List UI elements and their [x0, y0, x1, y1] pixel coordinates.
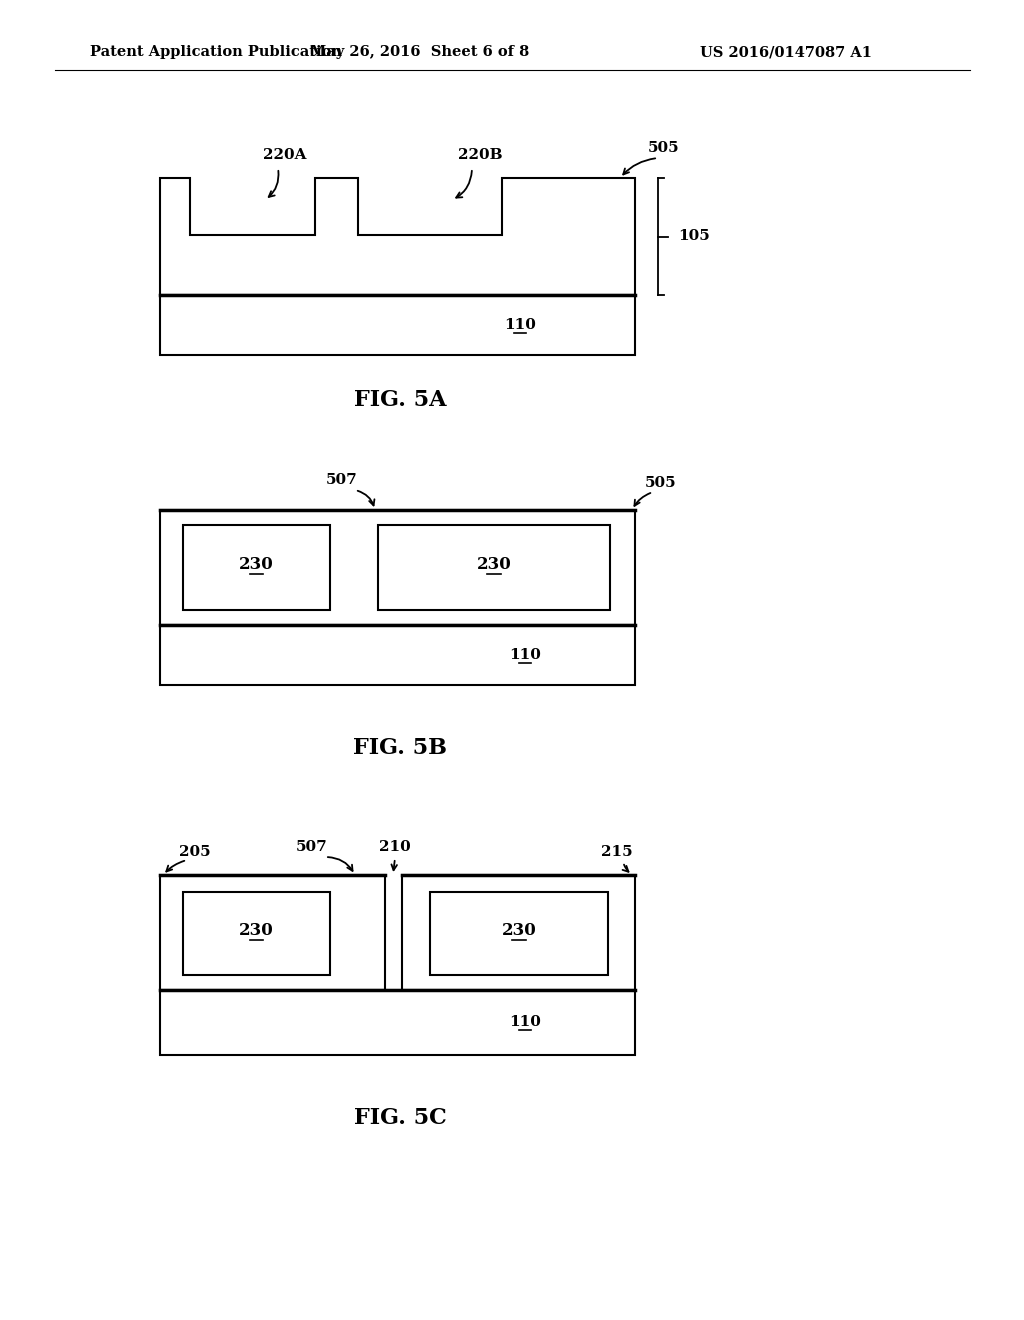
Text: 220A: 220A: [263, 148, 307, 162]
Bar: [160, 990, 635, 1055]
Bar: [430, 892, 608, 975]
Text: 230: 230: [240, 921, 273, 939]
Bar: [378, 525, 610, 610]
Text: 507: 507: [296, 840, 328, 854]
Bar: [160, 875, 385, 990]
Text: 220B: 220B: [458, 148, 503, 162]
Bar: [160, 624, 635, 685]
Text: Patent Application Publication: Patent Application Publication: [90, 45, 342, 59]
Bar: [183, 525, 330, 610]
Text: FIG. 5C: FIG. 5C: [353, 1107, 446, 1129]
Text: 205: 205: [179, 845, 211, 859]
Text: 230: 230: [476, 556, 511, 573]
Text: 505: 505: [648, 141, 680, 154]
Text: 110: 110: [509, 648, 541, 663]
Polygon shape: [160, 178, 635, 294]
Bar: [402, 875, 635, 990]
Text: 110: 110: [509, 1015, 541, 1030]
Text: US 2016/0147087 A1: US 2016/0147087 A1: [700, 45, 872, 59]
Bar: [160, 510, 635, 624]
Text: 105: 105: [678, 230, 710, 243]
Text: May 26, 2016  Sheet 6 of 8: May 26, 2016 Sheet 6 of 8: [310, 45, 529, 59]
Bar: [183, 892, 330, 975]
Text: FIG. 5B: FIG. 5B: [353, 737, 447, 759]
Bar: [160, 294, 635, 355]
Text: 230: 230: [502, 921, 537, 939]
Text: 507: 507: [326, 473, 357, 487]
Text: FIG. 5A: FIG. 5A: [353, 389, 446, 411]
Text: 110: 110: [504, 318, 536, 333]
Text: 210: 210: [379, 840, 411, 854]
Text: 230: 230: [240, 556, 273, 573]
Text: 215: 215: [601, 845, 633, 859]
Text: 505: 505: [645, 477, 677, 490]
